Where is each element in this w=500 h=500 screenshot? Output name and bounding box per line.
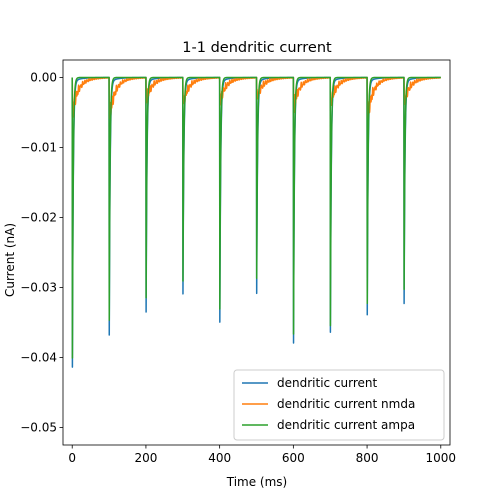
y-axis-label: Current (nA) [3,223,17,297]
x-tick-label: 1000 [426,451,457,465]
y-tick-label: −0.04 [20,351,57,365]
legend: dendritic current dendritic current nmda d… [233,369,445,441]
x-tick-label: 200 [134,451,157,465]
x-tick-label: 600 [282,451,305,465]
y-tick-label: −0.01 [20,141,57,155]
y-tick-label: 0.00 [30,71,57,85]
legend-box [233,369,445,441]
axes: 0 200 400 600 800 1000 0.00 −0.01 −0.02 −0.03 −0.0… [20,59,457,465]
plot-area [71,76,442,368]
legend-label: dendritic current [277,376,378,390]
x-tick-label: 400 [208,451,231,465]
legend-label: dendritic current ampa [277,418,415,432]
y-tick-label: −0.02 [20,211,57,225]
chart-title: 1-1 dendritic current [182,40,332,56]
y-tick-label: −0.05 [20,421,57,435]
x-tick-label: 800 [356,451,379,465]
series-line-dendritic-current-ampa [71,76,442,359]
legend-label: dendritic current nmda [277,397,415,411]
x-tick-label: 0 [68,451,76,465]
axes-frame [62,59,451,446]
series-group [71,76,442,368]
x-axis-label: Time (ms) [226,475,288,489]
y-tick-label: −0.03 [20,281,57,295]
